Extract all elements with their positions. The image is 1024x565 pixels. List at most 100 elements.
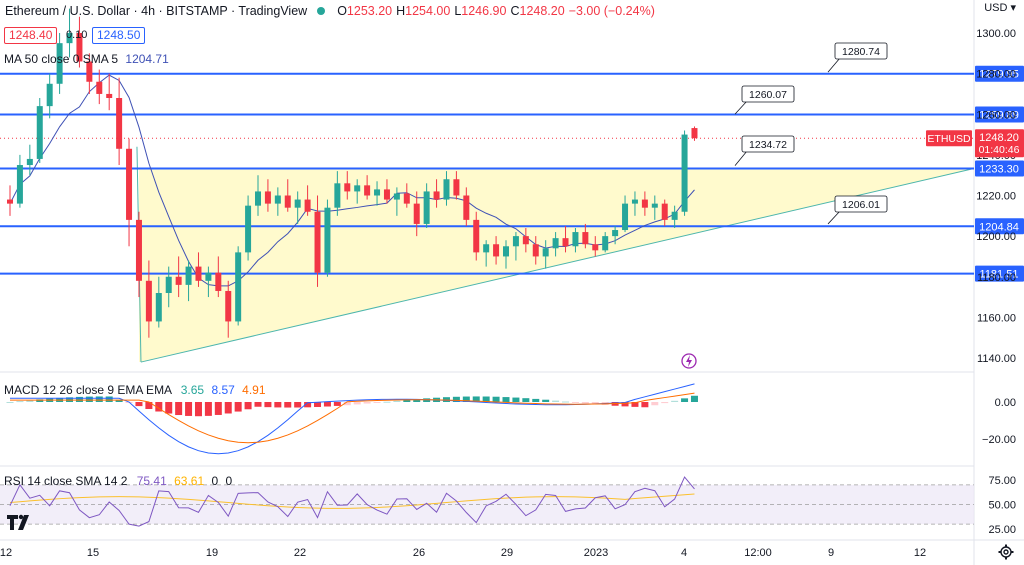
callout-box [834, 195, 888, 213]
callout-label: 1280.74 [842, 46, 880, 58]
macd-histogram-bar [264, 402, 272, 408]
macd-histogram-bar [373, 402, 381, 403]
candle-body [215, 272, 222, 291]
open-value: 1253.20 [346, 4, 393, 18]
macd-histogram-bar [145, 402, 153, 409]
macd-histogram-bar [304, 402, 312, 408]
macd-histogram-bar [681, 398, 689, 402]
countdown-label: 01:40:46 [979, 144, 1020, 156]
candle-body [245, 205, 252, 253]
candle-body [264, 191, 271, 204]
ma-indicator-label[interactable]: MA 50 close 0 SMA 5 1204.71 [4, 52, 169, 66]
close-value: 1248.20 [519, 4, 565, 18]
macd-histogram-bar [185, 402, 193, 416]
candle-body [562, 238, 569, 247]
callout-box [834, 42, 888, 60]
macd-histogram-bar [85, 396, 93, 402]
callout-label: 1206.01 [842, 199, 880, 211]
price-axis-tick: 1220.00 [976, 191, 1016, 203]
spread-value: 0.10 [66, 29, 88, 41]
settings-gear-icon[interactable] [998, 544, 1014, 560]
candle-body [66, 33, 73, 44]
candle-body [205, 272, 212, 281]
candle-body [155, 293, 162, 322]
signal-line [10, 392, 695, 444]
high-value: 1254.00 [405, 4, 451, 18]
candle-body [592, 244, 599, 251]
rsi-sma-line [9, 493, 695, 509]
macd-histogram-bar [383, 401, 391, 403]
candle-body [324, 207, 331, 273]
level-price-tag [975, 160, 1024, 177]
macd-histogram-bar [224, 402, 232, 414]
macd-histogram-bar [502, 397, 510, 402]
candle-body [7, 199, 13, 204]
candle-body [383, 189, 390, 200]
macd-histogram-bar [135, 402, 143, 407]
buy-price-button[interactable]: 1248.50 [92, 27, 146, 44]
macd-histogram-bar [234, 402, 242, 412]
callout-label: 1234.72 [749, 139, 787, 151]
callout-label: 1260.07 [749, 89, 787, 101]
time-axis-tick: 4 [681, 547, 687, 559]
level-price-label: 1259.89 [979, 109, 1019, 121]
macd-histogram-bar [631, 402, 639, 407]
macd-histogram-bar [532, 398, 540, 402]
tradingview-logo[interactable] [6, 512, 32, 532]
rsi-axis-tick: 50.00 [988, 500, 1016, 512]
macd-histogram-bar [581, 402, 589, 404]
candle-body [225, 290, 232, 322]
candle-body [235, 252, 242, 322]
macd-histogram-bar [36, 399, 44, 402]
callout-pointer [827, 210, 841, 225]
level-price-tag [975, 65, 1024, 82]
callout-pointer [734, 150, 748, 166]
macd-axis-tick: −20.00 [982, 434, 1016, 446]
level-price-tag [975, 218, 1024, 235]
currency-selector[interactable]: USD ▾ [984, 2, 1016, 14]
candle-body [433, 191, 440, 200]
candle-body [304, 199, 311, 212]
macd-histogram-bar [403, 399, 411, 402]
symbol-title[interactable]: Ethereum / U.S. Dollar · 4h · BITSTAMP ·… [5, 4, 308, 18]
candle-body [493, 244, 500, 257]
time-axis-tick: 26 [413, 547, 425, 559]
market-status-icon [317, 7, 326, 15]
candle-body [582, 232, 589, 245]
candle-body [681, 134, 688, 212]
candle-body [622, 203, 629, 231]
high-label: H [396, 4, 406, 18]
macd-histogram-bar [115, 399, 123, 402]
candle-body [46, 83, 53, 107]
candle-body [572, 232, 579, 247]
open-label: O [337, 4, 347, 18]
candle-body [453, 179, 460, 196]
candle-body [294, 199, 301, 208]
candle-body [532, 244, 539, 257]
time-axis-tick: 22 [294, 547, 306, 559]
macd-histogram-bar [333, 402, 341, 406]
rsi-axis-tick: 75.00 [988, 475, 1016, 487]
macd-histogram-bar [26, 400, 34, 402]
macd-histogram-bar [413, 399, 421, 402]
lightning-icon [686, 355, 692, 367]
macd-histogram-bar [6, 402, 14, 403]
macd-histogram-bar [175, 402, 183, 416]
macd-histogram-bar [562, 401, 570, 403]
macd-histogram-bar [284, 402, 292, 408]
rsi-indicator-label[interactable]: RSI 14 close SMA 14 2 75.41 63.61 0 0 [4, 474, 233, 488]
macd-histogram-bar [16, 401, 24, 403]
macd-axis-tick: 0.00 [995, 397, 1016, 409]
macd-histogram-bar [314, 402, 322, 407]
candle-body [135, 219, 142, 281]
macd-histogram-bar [571, 402, 579, 403]
macd-histogram-bar [492, 396, 500, 402]
candle-body [86, 61, 93, 82]
callout-box [741, 135, 795, 153]
sell-price-button[interactable]: 1248.40 [4, 27, 58, 44]
macd-histogram-bar [552, 400, 560, 402]
candle-body [145, 280, 152, 322]
candle-body [542, 248, 549, 257]
macd-indicator-label[interactable]: MACD 12 26 close 9 EMA EMA 3.65 8.57 4.9… [4, 383, 266, 397]
